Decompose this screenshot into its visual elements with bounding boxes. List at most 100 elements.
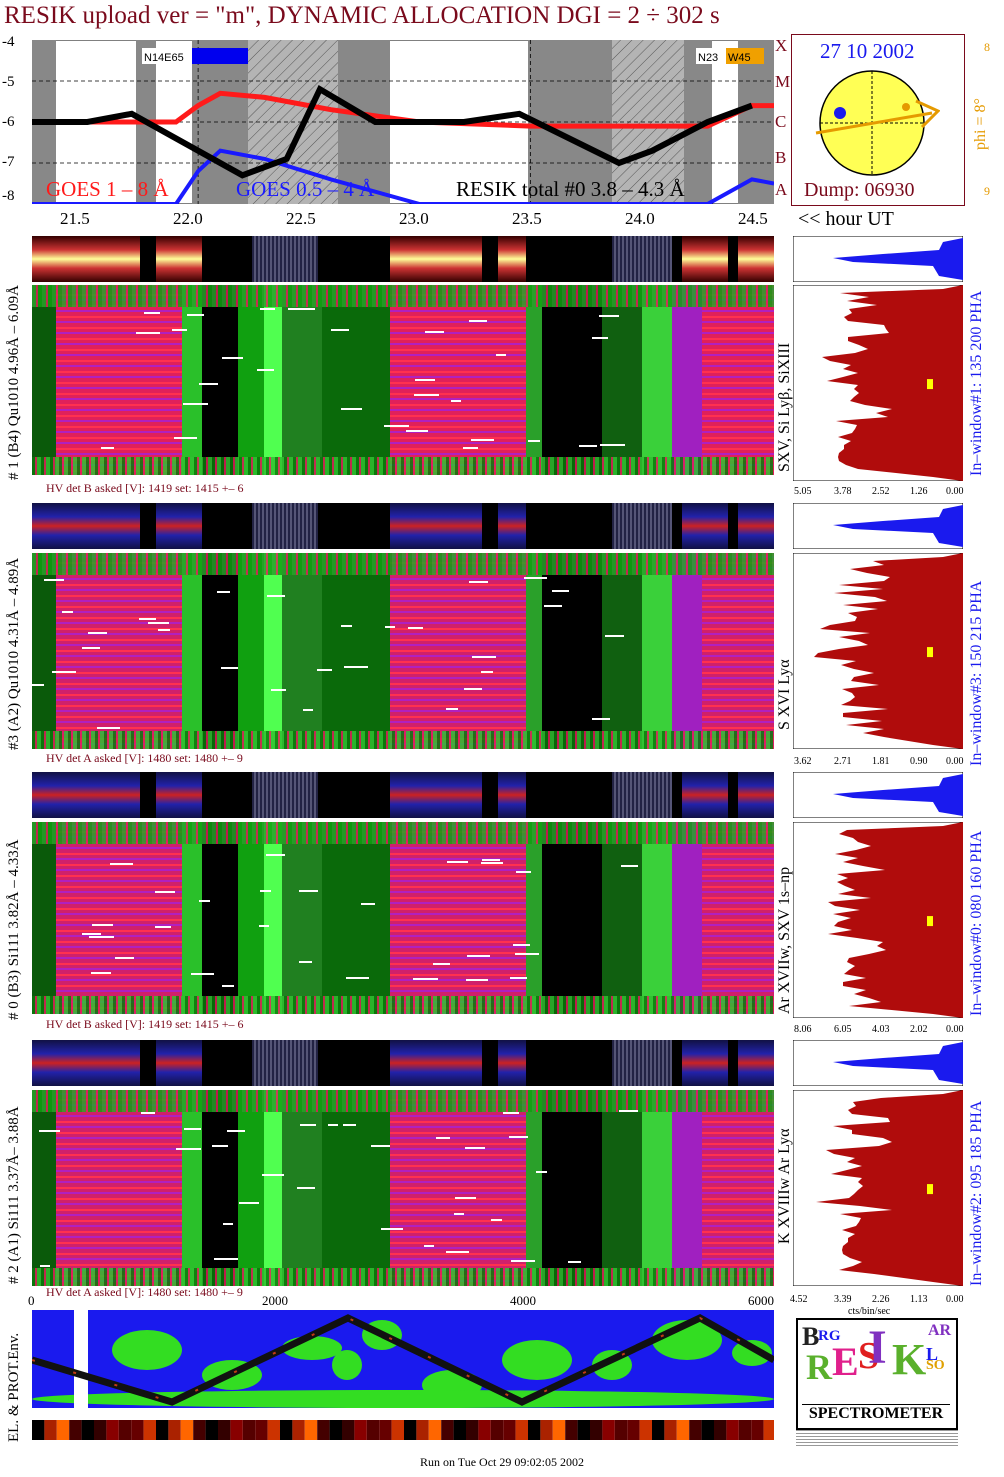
spectrogram: [32, 1090, 774, 1286]
spectrogram-column: [542, 822, 602, 1014]
hot-pixel: [214, 1258, 238, 1260]
pha-tick: 0.00: [946, 486, 964, 497]
logo-letter: E: [832, 1339, 859, 1384]
particle-cell: [317, 1420, 330, 1440]
hot-pixel: [141, 1112, 155, 1114]
data-gap: [482, 1040, 498, 1086]
logo-letter: AR: [928, 1322, 952, 1339]
hot-pixel: [82, 647, 100, 649]
hot-pixel: [599, 315, 619, 317]
spectral-profile: [793, 553, 963, 749]
pha-label: In–window#0: 080 160 PHA: [968, 830, 985, 1016]
hv-label: HV det A asked [V]: 1480 set: 1480 +– 9: [46, 751, 243, 765]
hot-pixel: [544, 605, 562, 607]
logo-text: SPECTROMETER: [802, 1404, 950, 1423]
hot-pixel: [425, 331, 444, 333]
y-tick: -4: [2, 34, 15, 50]
particle-cell: [490, 1420, 504, 1440]
hot-pixel: [491, 1219, 502, 1221]
time-tick: 24.0: [625, 209, 655, 228]
spectrogram-column: [264, 553, 282, 749]
spectrogram-column: [32, 1090, 56, 1286]
channel-side-label: # 1 (B4) Qu1010 4.96Å – 6.09Å: [6, 285, 22, 480]
hot-pixel: [482, 859, 500, 861]
hot-pixel: [408, 627, 423, 629]
data-gap: [526, 503, 612, 549]
hot-pixel: [227, 1130, 245, 1132]
pha-tick: 3.39: [834, 1294, 852, 1305]
spectrogram-column: [642, 1090, 672, 1286]
hot-pixel: [469, 320, 487, 322]
particle-cell: [193, 1420, 206, 1440]
particle-cell: [751, 1420, 764, 1440]
particle-cell: [577, 1420, 590, 1440]
legend-goes-long: GOES 1 – 8 Å: [46, 177, 169, 201]
data-gap: [140, 503, 156, 549]
hot-pixel: [592, 718, 610, 720]
particle-cell: [106, 1420, 119, 1440]
hot-pixel: [466, 979, 488, 981]
data-gap: [526, 1040, 612, 1086]
spectrogram-column: [264, 285, 282, 475]
data-gap: [318, 772, 390, 818]
hot-pixel: [110, 863, 133, 865]
hot-pixel: [262, 1174, 284, 1176]
logo-letter: K: [892, 1335, 927, 1384]
spectrogram-column: [602, 822, 642, 1014]
particle-cell: [528, 1420, 541, 1440]
ar-right-label-w: W45: [728, 52, 751, 64]
particle-cell: [280, 1420, 293, 1440]
spectrogram-edge: [32, 996, 774, 1014]
time-tick: 21.5: [60, 209, 90, 228]
spectrogram-edge: [32, 285, 774, 307]
hot-pixel: [89, 936, 114, 938]
hour-ut-label: << hour UT: [798, 208, 894, 230]
pha-tick: 1.13: [910, 1294, 928, 1305]
page-title: RESIK upload ver = "m", DYNAMIC ALLOCATI…: [4, 2, 720, 29]
channel-line-label: S XVI Lyα: [776, 659, 793, 730]
spectrogram-column: [322, 553, 390, 749]
hot-pixel: [592, 337, 608, 339]
bottom-tick: 0: [28, 1293, 35, 1308]
pha-tick: 0.00: [946, 1294, 964, 1305]
hot-pixel: [32, 684, 44, 686]
hot-pixel: [101, 447, 114, 449]
pha-tick: 2.02: [910, 1024, 928, 1035]
noise-segment: [252, 236, 318, 282]
spectrogram-column: [182, 1090, 202, 1286]
light-curve-y-axis: -4 -5 -6 -7 -8: [0, 34, 32, 204]
data-gap: [728, 236, 738, 282]
pha-tick: 2.71: [834, 756, 852, 767]
sun-date: 27 10 2002: [820, 39, 915, 63]
spectrogram-edge: [32, 1090, 774, 1112]
hot-pixel: [516, 871, 531, 873]
flare-class-x: X: [775, 36, 788, 55]
hot-pixel: [266, 854, 285, 856]
data-gap: [140, 1040, 156, 1086]
ar-left-label: N14E65: [144, 52, 184, 64]
spectrogram-column: [182, 822, 202, 1014]
hot-pixel: [199, 900, 210, 902]
particle-cell: [391, 1420, 404, 1440]
logo-letter: B: [802, 1322, 820, 1351]
data-gap: [728, 772, 738, 818]
hot-pixel: [464, 688, 482, 690]
particle-cell: [118, 1420, 132, 1440]
hot-pixel: [115, 957, 134, 959]
hot-pixel: [371, 1145, 390, 1147]
spectrogram-column: [282, 822, 322, 1014]
hot-pixel: [82, 933, 101, 935]
particle-cell: [590, 1420, 603, 1440]
sun-disk: [815, 70, 940, 176]
hot-pixel: [436, 1137, 450, 1139]
hot-pixel: [52, 671, 76, 673]
hot-pixel: [299, 961, 312, 963]
hot-pixel: [217, 591, 230, 593]
noise-segment: [252, 772, 318, 818]
hot-pixel: [467, 955, 490, 957]
hot-pixel: [183, 403, 208, 405]
pha-tick: 6.05: [834, 1024, 852, 1035]
spectrum-strip: [32, 772, 774, 818]
particle-cell: [466, 1420, 479, 1440]
spectrogram-column: [642, 822, 672, 1014]
